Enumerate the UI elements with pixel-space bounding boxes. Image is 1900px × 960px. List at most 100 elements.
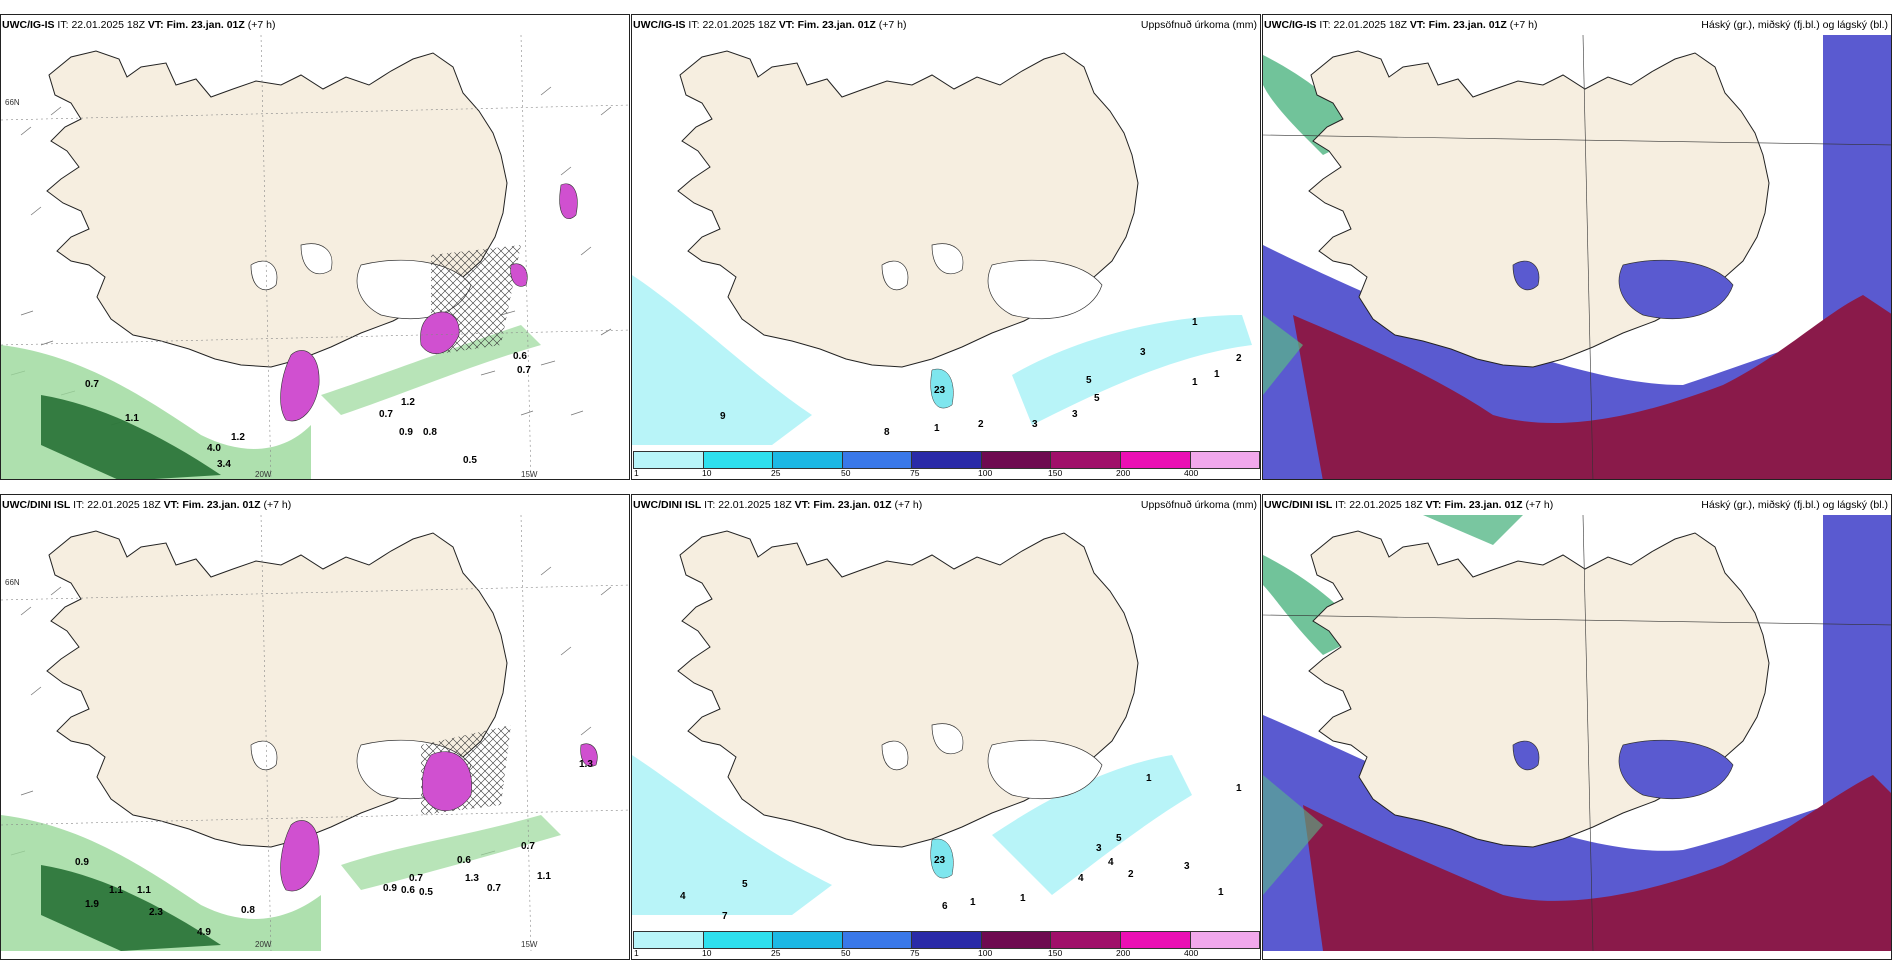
colorbar-swatch (702, 931, 774, 949)
svg-text:4: 4 (1108, 857, 1114, 868)
svg-text:20W: 20W (255, 940, 272, 949)
svg-text:0.8: 0.8 (241, 905, 255, 916)
svg-text:3: 3 (1096, 843, 1102, 854)
panel-title: Uppsöfnuð úrkoma (mm) (1140, 19, 1257, 31)
precip-dark-area (41, 395, 221, 479)
svg-text:3: 3 (1072, 409, 1078, 420)
wind-values: 0.9 1.1 1.1 1.9 2.3 0.8 4.9 0.9 0.6 0.5 … (75, 759, 593, 938)
svg-text:3.4: 3.4 (217, 459, 231, 470)
svg-text:1.1: 1.1 (109, 885, 123, 896)
svg-text:3: 3 (1140, 347, 1146, 358)
colorbar-swatch (980, 451, 1052, 469)
panel-header: UWC/IG-IS IT: 22.01.2025 18Z VT: Fim. 23… (633, 19, 907, 31)
panel-header: UWC/IG-IS IT: 22.01.2025 18Z VT: Fim. 23… (2, 19, 276, 31)
model-name: UWC/DINI ISL (633, 499, 702, 511)
svg-text:8: 8 (884, 427, 890, 438)
panel-bottom-wind: 66N 20W 15W 0.9 1.1 1.1 1.9 2.3 0.8 4.9 … (0, 494, 630, 960)
model-name: UWC/IG-IS (1264, 19, 1317, 31)
panel-header: UWC/DINI ISL IT: 22.01.2025 18Z VT: Fim.… (2, 499, 292, 511)
colorbar-swatch (1119, 931, 1191, 949)
svg-text:0.8: 0.8 (423, 427, 437, 438)
colorbar-swatch (702, 451, 774, 469)
svg-text:1: 1 (1146, 773, 1152, 784)
precip-map: 9 8 1 2 3 3 3 5 5 1 1 1 2 23 (632, 50, 1252, 445)
svg-text:66N: 66N (5, 578, 20, 587)
panel-bottom-precip: 4 5 7 6 1 1 3 4 5 4 2 3 1 1 1 23 UWC/DIN… (631, 494, 1261, 960)
svg-text:2: 2 (1128, 869, 1134, 880)
svg-text:1.3: 1.3 (465, 873, 479, 884)
svg-text:1.2: 1.2 (401, 397, 415, 408)
svg-text:4.0: 4.0 (207, 443, 221, 454)
svg-text:0.9: 0.9 (383, 883, 397, 894)
precip-map: 4 5 7 6 1 1 3 4 5 4 2 3 1 1 1 23 (632, 530, 1242, 922)
svg-text:15W: 15W (521, 940, 538, 949)
svg-text:5: 5 (1094, 393, 1100, 404)
model-name: UWC/DINI ISL (1264, 499, 1333, 511)
svg-text:0.5: 0.5 (463, 455, 477, 466)
svg-text:0.7: 0.7 (517, 365, 531, 376)
lat-label: 66N (5, 98, 20, 107)
svg-text:1.1: 1.1 (125, 413, 139, 424)
svg-text:1: 1 (1020, 893, 1026, 904)
svg-text:0.6: 0.6 (457, 855, 471, 866)
colorbar-swatch (772, 931, 843, 949)
precip-values: 9 8 1 2 3 3 3 5 5 1 1 1 2 23 (720, 317, 1242, 438)
colorbar-swatch (911, 451, 982, 469)
svg-text:1: 1 (1192, 377, 1198, 388)
svg-text:4: 4 (1078, 873, 1084, 884)
lon-label-15: 15W (521, 470, 538, 479)
svg-text:5: 5 (742, 879, 748, 890)
lon-label-20: 20W (255, 470, 272, 479)
svg-text:5: 5 (1086, 375, 1092, 386)
model-name: UWC/IG-IS (2, 19, 55, 31)
svg-text:1.9: 1.9 (85, 899, 99, 910)
cloud-map (1263, 514, 1891, 951)
panel-bottom-cloud: UWC/DINI ISL IT: 22.01.2025 18Z VT: Fim.… (1262, 494, 1892, 960)
precip-colorbar: 1 10 25 50 75 100 150 200 400 (632, 931, 1260, 959)
panel-header: UWC/DINI ISL IT: 22.01.2025 18Z VT: Fim.… (1264, 499, 1554, 511)
colorbar-swatch (1189, 931, 1260, 949)
wind-map: 66N 20W 15W 0.7 1.1 4.0 3.4 1.2 0.7 1.2 … (1, 34, 629, 479)
model-name: UWC/IG-IS (633, 19, 686, 31)
svg-text:1: 1 (1214, 369, 1220, 380)
svg-text:7: 7 (722, 911, 728, 922)
panel-top-wind: 66N 20W 15W 0.7 1.1 4.0 3.4 1.2 0.7 1.2 … (0, 14, 630, 480)
svg-text:0.6: 0.6 (513, 351, 527, 362)
svg-text:3: 3 (1184, 861, 1190, 872)
panel-title: Háský (gr.), miðský (fj.bl.) og lágský (… (1701, 19, 1888, 31)
svg-text:0.7: 0.7 (379, 409, 393, 420)
panel-header: UWC/IG-IS IT: 22.01.2025 18Z VT: Fim. 23… (1264, 19, 1538, 31)
colorbar-swatch (841, 931, 913, 949)
precip-sea-area (632, 275, 812, 445)
precip-colorbar: 1 10 25 50 75 100 150 200 400 (632, 451, 1260, 479)
svg-text:4.9: 4.9 (197, 927, 211, 938)
panel-header: UWC/DINI ISL IT: 22.01.2025 18Z VT: Fim.… (633, 499, 923, 511)
svg-text:23: 23 (934, 385, 946, 396)
colorbar-swatch (1050, 451, 1121, 469)
svg-text:3: 3 (1032, 419, 1038, 430)
precip-values: 4 5 7 6 1 1 3 4 5 4 2 3 1 1 1 23 (680, 773, 1242, 922)
panel-title: Uppsöfnuð úrkoma (mm) (1140, 499, 1257, 511)
svg-text:0.9: 0.9 (399, 427, 413, 438)
model-name: UWC/DINI ISL (2, 499, 71, 511)
svg-text:1.2: 1.2 (231, 432, 245, 443)
svg-text:1: 1 (934, 423, 940, 434)
colorbar-swatch (911, 931, 982, 949)
convective-area (280, 350, 320, 422)
svg-text:4: 4 (680, 891, 686, 902)
svg-text:0.9: 0.9 (75, 857, 89, 868)
svg-text:1: 1 (1218, 887, 1224, 898)
wind-map: 66N 20W 15W 0.9 1.1 1.1 1.9 2.3 0.8 4.9 … (1, 514, 629, 951)
iceland-landmass (677, 50, 1139, 368)
colorbar-swatch (1119, 451, 1191, 469)
svg-text:2: 2 (978, 419, 984, 430)
colorbar-swatch (980, 931, 1052, 949)
panel-title: Háský (gr.), miðský (fj.bl.) og lágský (… (1701, 499, 1888, 511)
svg-text:0.7: 0.7 (85, 379, 99, 390)
svg-text:1: 1 (970, 897, 976, 908)
cloud-map (1263, 34, 1891, 479)
svg-text:1: 1 (1192, 317, 1198, 328)
colorbar-swatch (841, 451, 913, 469)
panel-top-cloud: UWC/IG-IS IT: 22.01.2025 18Z VT: Fim. 23… (1262, 14, 1892, 480)
svg-text:0.7: 0.7 (409, 873, 423, 884)
